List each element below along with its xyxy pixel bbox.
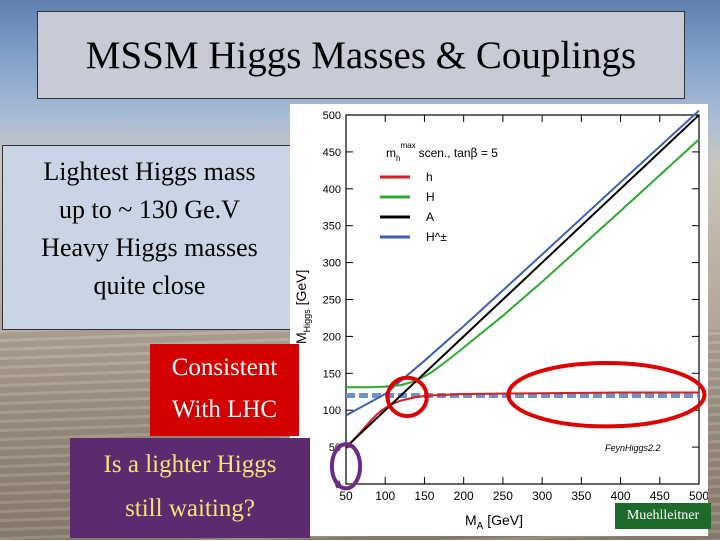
- y-tick-label: 450: [323, 147, 341, 159]
- scenario-value: = 5: [478, 146, 499, 160]
- x-tick-label: 100: [375, 489, 395, 503]
- legend-label: h: [426, 170, 433, 184]
- x-tick-label: 300: [532, 489, 552, 503]
- x-label-sub: A: [477, 521, 484, 532]
- x-tick-label: 150: [414, 489, 434, 503]
- y-axis-label: MHiggs [GeV]: [293, 270, 312, 344]
- annotations: [329, 360, 707, 491]
- x-label-main: M: [465, 512, 477, 528]
- highlight-ellipse: [506, 360, 707, 429]
- series-line-A: [345, 114, 700, 448]
- slide-title-text: MSSM Higgs Masses & Couplings: [85, 33, 637, 77]
- chart-legend: hHA H^±: [380, 170, 447, 244]
- scenario-beta: β: [471, 146, 478, 160]
- scenario-sup: max: [400, 141, 415, 150]
- x-tick-label: 250: [493, 489, 513, 503]
- series-line-H: [346, 138, 700, 389]
- note-line: up to ~ 130 Ge.V: [59, 195, 240, 224]
- y-label-main: M: [293, 332, 309, 344]
- x-tick-label: 500: [689, 489, 708, 503]
- scenario-m: m: [386, 146, 396, 160]
- author-credit: Muehlleitner: [615, 503, 711, 529]
- purple-line: still waiting?: [125, 495, 255, 522]
- y-tick-label: 400: [323, 184, 341, 196]
- x-axis-label: MA [GeV]: [465, 512, 523, 532]
- y-label-unit: [GeV]: [293, 270, 309, 310]
- highlight-ellipse: [385, 375, 429, 419]
- legend-label: A: [426, 210, 434, 224]
- watermark: FeynHiggs2.2: [605, 443, 661, 453]
- note-line: Heavy Higgs masses: [41, 233, 258, 262]
- legend-label: H: [426, 190, 435, 204]
- plot-panel: 0 50 100 150 200 250 300 350 400 450 500 50 100 150 20…: [290, 104, 709, 536]
- y-tick-label: 200: [323, 331, 341, 343]
- x-label-unit: [GeV]: [483, 512, 523, 528]
- slide-title: MSSM Higgs Masses & Couplings: [37, 11, 685, 99]
- legend-label: H^±: [426, 230, 447, 244]
- lighter-higgs-question-box: Is a lighter Higgs still waiting?: [70, 438, 310, 538]
- x-tick-label: 200: [454, 489, 474, 503]
- note-line: Lightest Higgs mass: [43, 157, 256, 186]
- y-tick-label: 350: [323, 221, 341, 233]
- series-lines: [345, 109, 700, 450]
- series-line-Hpm: [345, 109, 700, 417]
- y-tick-label: 250: [323, 295, 341, 307]
- series-line-h: [345, 391, 699, 450]
- y-label-sub: Higgs: [302, 309, 312, 333]
- y-tick-label: 300: [323, 258, 341, 270]
- y-tick-label: 500: [323, 110, 341, 122]
- scenario-label: mhmax scen., tanβ = 5: [386, 141, 498, 163]
- red-line: With LHC: [171, 396, 278, 423]
- note-line: quite close: [93, 271, 206, 300]
- y-tick-label: 100: [323, 405, 341, 417]
- x-tick-label: 350: [571, 489, 591, 503]
- x-tick-label: 450: [650, 489, 670, 503]
- consistent-with-lhc-box: Consistent With LHC: [150, 344, 299, 436]
- highlight-ellipse: [329, 442, 363, 491]
- y-tick-label: 150: [323, 368, 341, 380]
- purple-line: Is a lighter Higgs: [103, 451, 277, 478]
- red-line: Consistent: [171, 354, 278, 381]
- x-tick-label: 400: [611, 489, 631, 503]
- scenario-sub: h: [396, 154, 400, 163]
- scenario-text: scen., tan: [419, 146, 471, 160]
- x-tick-label: 50: [339, 489, 353, 503]
- note-box: Lightest Higgs mass up to ~ 130 Ge.V Hea…: [2, 145, 297, 330]
